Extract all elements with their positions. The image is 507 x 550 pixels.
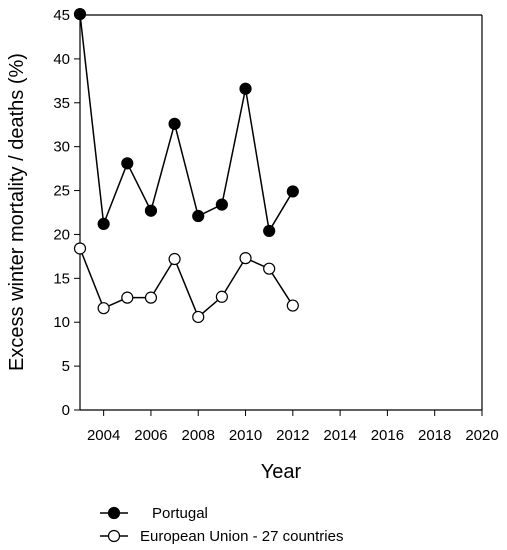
data-point [168, 252, 181, 266]
series-portugal [73, 8, 299, 238]
x-tick-label: 2016 [371, 427, 404, 444]
series-line [79, 14, 294, 234]
x-tick-label: 2018 [418, 427, 451, 444]
data-point [73, 242, 87, 255]
y-tick-label: 40 [53, 51, 70, 68]
y-tick-label: 45 [53, 7, 70, 24]
y-tick-label: 15 [53, 270, 70, 287]
x-tick-label: 2010 [229, 427, 262, 444]
data-point [263, 262, 276, 275]
y-tick-label: 10 [53, 314, 70, 331]
axes [79, 14, 483, 411]
x-tick-label: 2014 [323, 427, 356, 444]
data-point [192, 209, 205, 223]
data-point [168, 117, 181, 130]
series-european-union [73, 242, 299, 324]
legend-label: European Union - 27 countries [140, 528, 343, 545]
y-tick-label: 30 [53, 139, 70, 156]
data-point [97, 302, 110, 315]
legend-item: European Union - 27 countries [100, 528, 343, 545]
data-point [286, 185, 299, 198]
data-point [192, 310, 205, 324]
legend-label: Portugal [152, 505, 208, 522]
y-tick-label: 5 [62, 358, 70, 375]
legend-item: Portugal [100, 505, 208, 522]
x-tick-label: 2004 [87, 427, 120, 444]
data-point [144, 204, 158, 217]
x-tick-label: 2006 [134, 427, 167, 444]
data-point [215, 198, 228, 211]
data-point [215, 290, 228, 303]
series-line [79, 248, 294, 319]
data-point [121, 291, 134, 304]
data-point [121, 157, 134, 170]
y-tick-label: 0 [62, 402, 70, 419]
legend-marker [107, 529, 121, 543]
y-tick-label: 20 [53, 226, 70, 243]
legend-marker [107, 506, 121, 520]
data-point [144, 291, 158, 304]
data-point [73, 8, 87, 21]
x-tick-label: 2012 [276, 427, 309, 444]
x-axis-title: Year [261, 461, 302, 483]
y-axis-title: Excess winter mortality / deaths (%) [6, 53, 28, 371]
x-tick-label: 2008 [182, 427, 215, 444]
data-point [263, 224, 276, 238]
y-tick-label: 25 [53, 183, 70, 200]
series-layer [73, 8, 299, 324]
y-tick-label: 35 [53, 95, 70, 112]
x-axis-ticks: 2004 2006 2008 2010 2012 2014 2016 2018 2020 [87, 410, 499, 444]
legend: Portugal European Union - 27 countries [100, 505, 343, 545]
data-point [97, 217, 110, 231]
x-tick-label: 2020 [465, 427, 498, 444]
data-point [239, 252, 252, 265]
y-axis-ticks: 0 5 10 15 20 25 30 35 40 45 [53, 7, 80, 419]
data-point [286, 299, 299, 312]
data-point [239, 82, 252, 95]
